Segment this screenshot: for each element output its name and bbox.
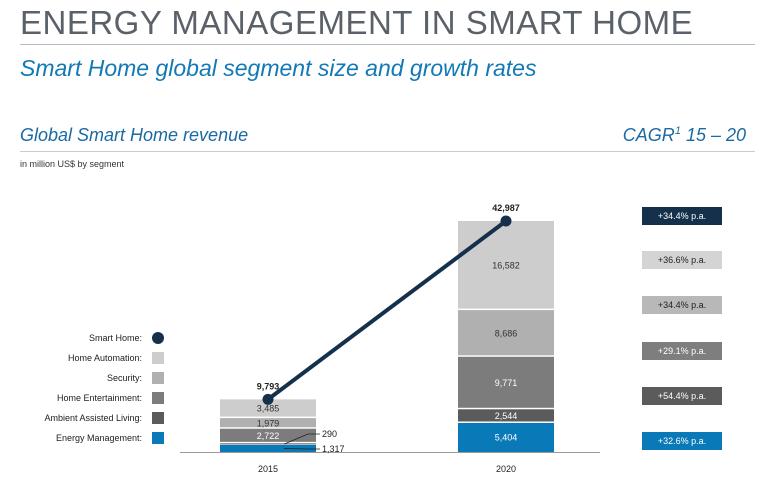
bar-segment <box>220 444 316 452</box>
bar-segment <box>458 310 554 356</box>
total-point <box>262 393 274 405</box>
legend-item: Home Automation: <box>68 351 164 365</box>
legend-label: Home Automation: <box>67 353 142 363</box>
data-label: 2,544 <box>495 411 518 421</box>
data-label: 9,771 <box>495 378 518 388</box>
data-label: 1,317 <box>322 444 345 454</box>
legend-swatch <box>152 372 164 384</box>
cagr-badge: +29.1% p.a. <box>642 342 722 360</box>
legend-item: Security: <box>107 371 164 385</box>
data-label: 8,686 <box>495 328 518 338</box>
bar-segment <box>220 428 316 442</box>
bar-segment <box>458 422 554 452</box>
legend-label: Home Entertainment: <box>56 393 142 403</box>
cagr-badge: +32.6% p.a. <box>642 432 722 450</box>
data-label: 1,979 <box>257 418 280 428</box>
cagr-heading: CAGR1 15 – 20 <box>623 125 746 146</box>
x-tick-label: 2020 <box>496 464 516 474</box>
cagr-footnote-marker: 1 <box>674 125 681 137</box>
legend-label: Smart Home: <box>88 333 142 343</box>
page-subtitle: Smart Home global segment size and growt… <box>20 55 537 81</box>
legend-item: Home Entertainment: <box>57 391 164 405</box>
legend-item: Smart Home: <box>89 331 164 345</box>
cagr-badge: +34.4% p.a. <box>642 207 722 225</box>
legend-swatch <box>152 412 164 424</box>
bar-segment <box>458 409 554 422</box>
data-label: 16,582 <box>492 261 520 271</box>
callout-line <box>283 433 320 445</box>
data-label: 3,485 <box>257 404 280 414</box>
title-divider <box>20 44 755 45</box>
legend-item: Ambient Assisted Living: <box>44 411 164 425</box>
bar-segment <box>220 418 316 428</box>
bar-segment <box>458 221 554 309</box>
chart-title: Global Smart Home revenue <box>20 125 249 145</box>
data-label: 5,404 <box>495 432 518 442</box>
legend-swatch <box>152 352 164 364</box>
bar-segment <box>220 443 316 445</box>
legend-swatch <box>152 392 164 404</box>
data-label: 2,722 <box>257 431 280 441</box>
x-tick-label: 2015 <box>258 464 278 474</box>
legend-item: Energy Management: <box>56 431 164 445</box>
legend-label: Security: <box>106 373 142 383</box>
total-label: 42,987 <box>492 203 520 213</box>
total-line <box>266 219 508 402</box>
data-label: 290 <box>322 429 337 439</box>
unit-note: in million US$ by segment <box>20 159 125 169</box>
total-point <box>500 215 512 227</box>
page-title: ENERGY MANAGEMENT IN SMART HOME <box>20 4 694 41</box>
cagr-badge: +34.4% p.a. <box>642 296 722 314</box>
chart-divider <box>20 151 755 152</box>
callout-line <box>283 448 320 450</box>
total-label: 9,793 <box>257 381 280 391</box>
legend-label: Energy Management: <box>55 433 142 443</box>
cagr-badge: +54.4% p.a. <box>642 387 722 405</box>
legend-swatch <box>152 332 164 344</box>
cagr-badge: +36.6% p.a. <box>642 251 722 269</box>
legend-swatch <box>152 432 164 444</box>
cagr-heading-range: 15 – 20 <box>680 125 746 145</box>
bar-segment <box>458 356 554 408</box>
cagr-heading-prefix: CAGR <box>622 125 675 145</box>
legend-label: Ambient Assisted Living: <box>44 413 142 423</box>
bar-segment <box>220 399 316 417</box>
